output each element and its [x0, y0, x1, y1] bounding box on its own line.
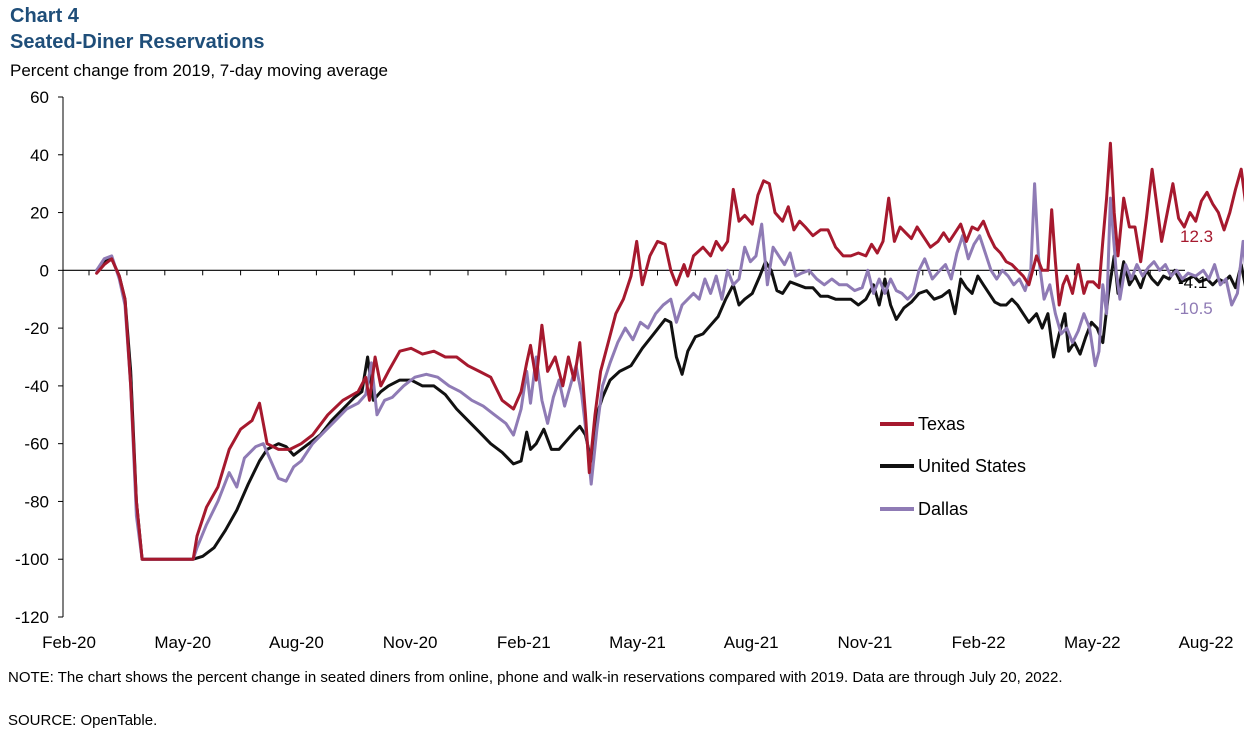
y-tick-label: 60 [30, 88, 49, 107]
y-tick-label: -80 [24, 492, 49, 511]
y-axis-unit-label: Percent change from 2019, 7-day moving a… [10, 61, 389, 80]
series-line-united-states [95, 254, 1244, 561]
x-tick-label: Feb-22 [952, 633, 1006, 652]
x-tick-label: May-22 [1064, 633, 1121, 652]
chart-note: NOTE: The chart shows the percent change… [8, 669, 1063, 686]
x-tick-label: Aug-22 [1179, 633, 1234, 652]
series-line-texas [95, 141, 1244, 561]
end-label-texas: 12.3 [1180, 227, 1213, 246]
y-tick-label: 0 [40, 261, 49, 280]
y-tick-label: 40 [30, 146, 49, 165]
y-tick-label: -20 [24, 319, 49, 338]
x-tick-label: Feb-21 [497, 633, 551, 652]
series-line-dallas [95, 182, 1244, 561]
y-tick-label: -60 [24, 435, 49, 454]
y-tick-label: -100 [15, 550, 49, 569]
chart-title: Seated-Diner Reservations [10, 31, 265, 53]
x-tick-label: Nov-20 [383, 633, 438, 652]
chart-source: SOURCE: OpenTable. [8, 712, 158, 729]
x-tick-label: May-20 [154, 633, 211, 652]
chart-legend: Texas United States Dallas [880, 414, 1026, 519]
y-tick-label: 20 [30, 204, 49, 223]
legend-label-texas: Texas [918, 414, 965, 434]
x-tick-label: Nov-21 [837, 633, 892, 652]
end-label-united-states: -4.1 [1178, 273, 1207, 292]
y-tick-label: -40 [24, 377, 49, 396]
x-tick-label: May-21 [609, 633, 666, 652]
chart-number: Chart 4 [10, 5, 79, 27]
x-tick-label: Aug-21 [724, 633, 779, 652]
chart-axes: 60 40 20 0 -20 -40 -60 -80 -100 -120 Feb-20 May-20 A… [15, 88, 1233, 652]
x-tick-label: Feb-20 [42, 633, 96, 652]
end-label-dallas: -10.5 [1174, 299, 1213, 318]
series-end-labels: 12.3 -4.1 -10.5 [1174, 227, 1213, 318]
y-tick-label: -120 [15, 608, 49, 627]
chart-series-lines [95, 141, 1244, 561]
legend-label-dallas: Dallas [918, 499, 968, 519]
legend-label-united-states: United States [918, 456, 1026, 476]
x-tick-label: Aug-20 [269, 633, 324, 652]
